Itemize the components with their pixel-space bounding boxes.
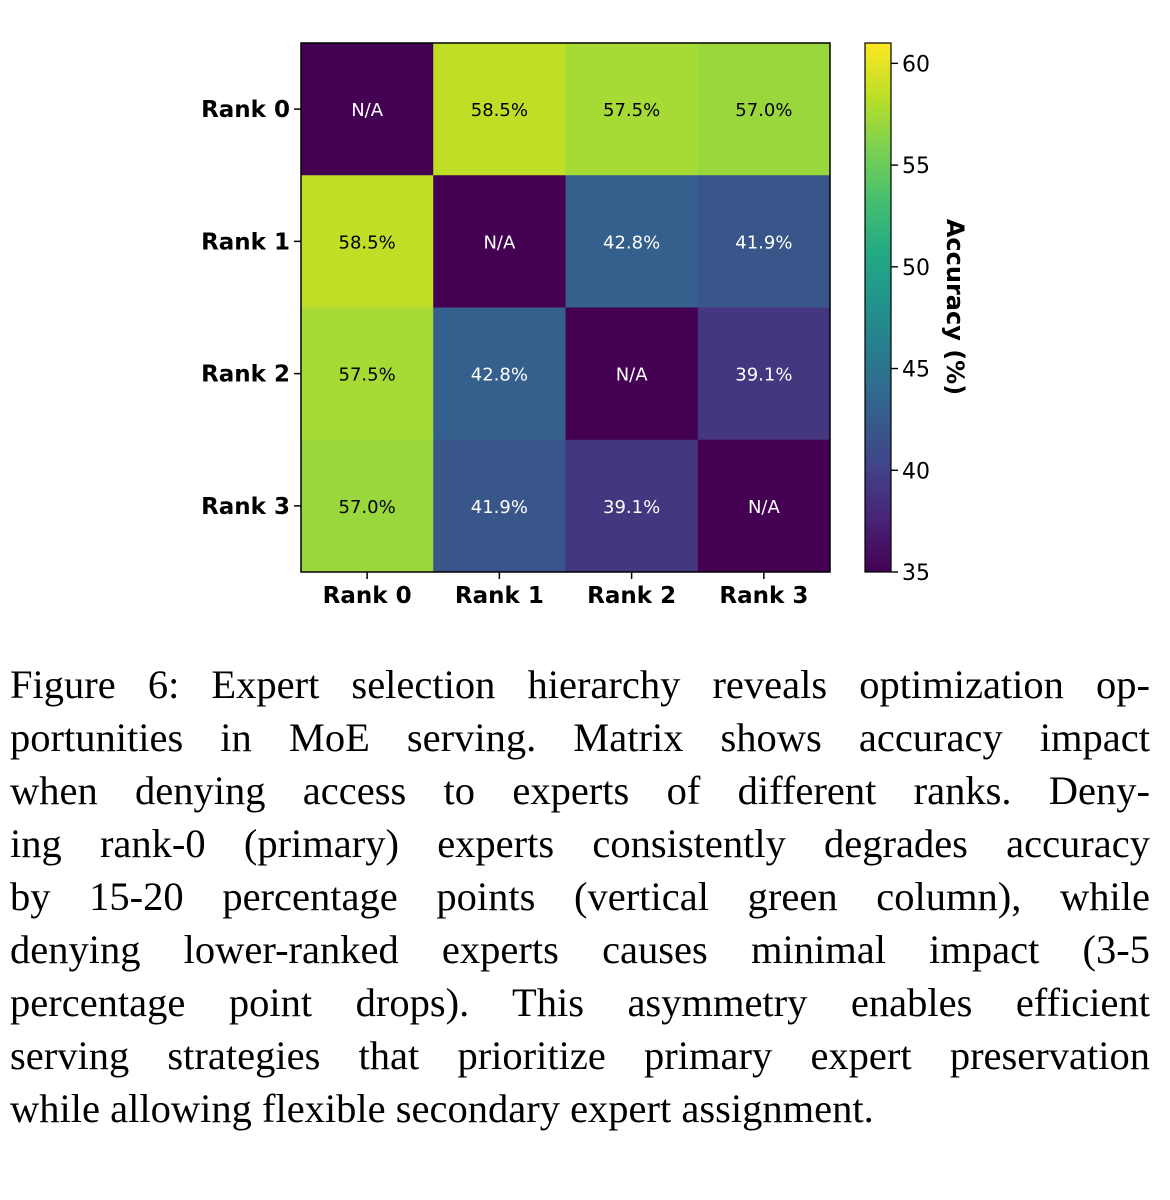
colorbar-axis: 35 40 45 50 55 60 (891, 52, 930, 586)
cell-value-label: 58.5% (471, 100, 528, 121)
cell-value-label: 57.5% (603, 100, 660, 121)
heatmap-cell (565, 307, 699, 441)
row-tick-label: Rank 0 (201, 97, 290, 123)
heatmap-cell (301, 307, 434, 441)
heatmap-cell (697, 307, 831, 441)
cell-value-label: 41.9% (735, 232, 792, 253)
caption-line: Figure 6: Expert selection hierarchy rev… (10, 662, 1150, 707)
colorbar-tick-label: 60 (902, 52, 930, 77)
figure-caption: Figure 6: Expert selection hierarchy rev… (10, 658, 1150, 1135)
heatmap-cell (433, 307, 566, 441)
heatmap-cell (301, 43, 434, 176)
heatmap-cells: N/A 58.5% 57.5% 57.0% 58.5% N/A 42.8% 41.9% 57.5… (301, 43, 831, 573)
cell-value-label: 41.9% (471, 497, 528, 518)
caption-line: denying lower-ranked experts causes mini… (10, 927, 1150, 972)
heatmap-cell (565, 175, 699, 308)
heatmap-cell (433, 175, 566, 308)
row-axis: Rank 0 Rank 1 Rank 2 Rank 3 (201, 97, 301, 520)
cell-value-label: 58.5% (339, 232, 396, 253)
colorbar-tick-label: 50 (902, 256, 930, 281)
colorbar-title: Accuracy (%) (941, 219, 969, 395)
heatmap-cell (565, 43, 699, 176)
cell-value-label: N/A (483, 232, 516, 253)
cell-value-label: 57.0% (735, 100, 792, 121)
row-tick-label: Rank 2 (201, 362, 290, 388)
colorbar-tick-label: 45 (902, 358, 930, 383)
cell-value-label: 42.8% (603, 232, 660, 253)
heatmap-cell (301, 175, 434, 308)
column-tick-label: Rank 2 (587, 583, 676, 609)
row-tick-label: Rank 1 (201, 229, 290, 255)
cell-value-label: 39.1% (735, 365, 792, 386)
cell-value-label: 42.8% (471, 365, 528, 386)
cell-value-label: N/A (351, 100, 384, 121)
colorbar-tick-label: 35 (902, 561, 930, 586)
heatmap-cell (433, 43, 566, 176)
heatmap-figure: N/A 58.5% 57.5% 57.0% 58.5% N/A 42.8% 41.9% 57.5… (201, 42, 969, 609)
colorbar-tick-label: 40 (902, 459, 930, 484)
cell-value-label: 39.1% (603, 497, 660, 518)
cell-value-label: N/A (748, 497, 781, 518)
caption-line: by 15-20 percentage points (vertical gre… (10, 874, 1150, 919)
heatmap-cell (697, 175, 831, 308)
heatmap-cell (697, 43, 831, 176)
caption-line: while allowing flexible secondary expert… (10, 1086, 874, 1131)
caption-line: ing rank-0 (primary) experts consistentl… (10, 821, 1150, 866)
cell-value-label: 57.0% (339, 497, 396, 518)
heatmap-cell (697, 439, 831, 573)
column-tick-label: Rank 1 (455, 583, 544, 609)
heatmap-cell (433, 439, 566, 573)
cell-value-label: N/A (616, 365, 649, 386)
heatmap-cell (565, 439, 699, 573)
cell-value-label: 57.5% (339, 365, 396, 386)
caption-line: serving strategies that prioritize prima… (10, 1033, 1150, 1078)
heatmap-frame (300, 42, 831, 573)
caption-line: when denying access to experts of differ… (10, 768, 1150, 813)
colorbar-tick-label: 55 (902, 154, 930, 179)
column-axis: Rank 0 Rank 1 Rank 2 Rank 3 (323, 572, 808, 609)
column-tick-label: Rank 0 (323, 583, 412, 609)
column-tick-label: Rank 3 (719, 583, 808, 609)
heatmap-cell (301, 439, 434, 573)
row-tick-label: Rank 3 (201, 494, 290, 520)
caption-line: portunities in MoE serving. Matrix shows… (10, 715, 1150, 760)
colorbar (864, 42, 892, 573)
caption-line: percentage point drops). This asymmetry … (10, 980, 1150, 1025)
